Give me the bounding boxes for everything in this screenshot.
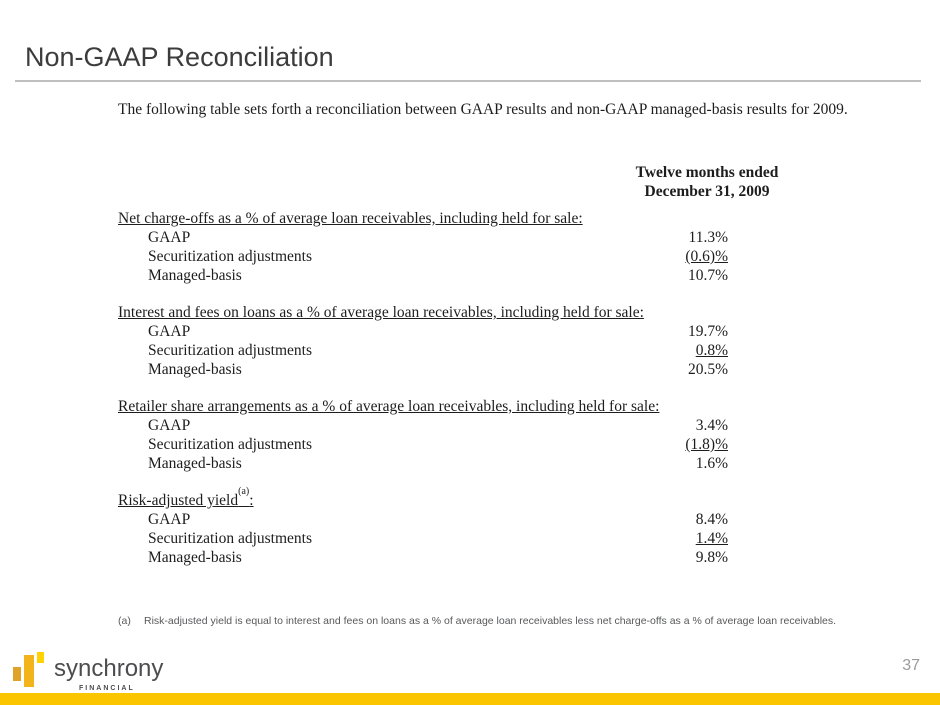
section-heading: Risk-adjusted yield(a): bbox=[118, 486, 728, 510]
section-heading: Net charge-offs as a % of average loan r… bbox=[118, 209, 728, 228]
logo-bars-icon bbox=[24, 655, 34, 687]
row-value: 9.8% bbox=[695, 549, 728, 566]
section-net-charge-offs: Net charge-offs as a % of average loan r… bbox=[118, 209, 728, 285]
row-value: 3.4% bbox=[695, 417, 728, 434]
table-row: GAAP 3.4% bbox=[118, 416, 728, 435]
section-heading-sup: (a) bbox=[238, 485, 250, 497]
row-label: Managed-basis bbox=[148, 361, 242, 378]
row-label: Managed-basis bbox=[148, 455, 242, 472]
table-row: Securitization adjustments 0.8% bbox=[118, 341, 728, 360]
table-row: Securitization adjustments (1.8)% bbox=[118, 435, 728, 454]
synchrony-logo: synchrony FINANCIAL bbox=[13, 650, 173, 698]
row-value: 11.3% bbox=[688, 229, 728, 246]
row-value: (1.8)% bbox=[685, 436, 728, 453]
footnote-text: Risk-adjusted yield is equal to interest… bbox=[144, 615, 837, 627]
table-row: Managed-basis 1.6% bbox=[118, 454, 728, 473]
logo-bars-icon bbox=[13, 667, 21, 681]
table-row: Managed-basis 10.7% bbox=[118, 266, 728, 285]
reconciliation-table: Twelve months ended December 31, 2009 Ne… bbox=[118, 163, 778, 567]
logo-bars-icon bbox=[37, 652, 44, 663]
row-label: GAAP bbox=[148, 323, 191, 340]
row-value: 1.4% bbox=[695, 530, 728, 547]
table-row: GAAP 19.7% bbox=[118, 322, 728, 341]
table-row: Managed-basis 20.5% bbox=[118, 360, 728, 379]
row-label: GAAP bbox=[148, 417, 191, 434]
section-interest-and-fees: Interest and fees on loans as a % of ave… bbox=[118, 303, 728, 379]
section-heading: Interest and fees on loans as a % of ave… bbox=[118, 303, 728, 322]
column-header: Twelve months ended December 31, 2009 bbox=[597, 163, 817, 201]
section-heading: Retailer share arrangements as a % of av… bbox=[118, 397, 728, 416]
row-value: (0.6)% bbox=[685, 248, 728, 265]
table-row: Securitization adjustments (0.6)% bbox=[118, 247, 728, 266]
row-value: 10.7% bbox=[687, 267, 728, 284]
row-value: 1.6% bbox=[695, 455, 728, 472]
table-row: Managed-basis 9.8% bbox=[118, 548, 728, 567]
footnote-marker: (a) bbox=[118, 615, 131, 627]
row-label: Securitization adjustments bbox=[148, 530, 313, 547]
section-heading-text: Interest and fees on loans as a % of ave… bbox=[118, 304, 644, 321]
row-value: 0.8% bbox=[695, 342, 728, 359]
footer-accent-bar bbox=[0, 693, 940, 705]
page-title: Non-GAAP Reconciliation bbox=[25, 42, 334, 72]
row-value: 20.5% bbox=[687, 361, 728, 378]
logo-wordmark: synchrony bbox=[54, 655, 164, 682]
row-value: 19.7% bbox=[687, 323, 728, 340]
page-number: 37 bbox=[902, 657, 920, 674]
section-heading-text: Risk-adjusted yield bbox=[118, 492, 239, 509]
row-label: GAAP bbox=[148, 229, 191, 246]
column-header-line2: December 31, 2009 bbox=[644, 183, 770, 200]
column-header-line1: Twelve months ended bbox=[635, 164, 779, 181]
table-row: GAAP 8.4% bbox=[118, 510, 728, 529]
title-divider bbox=[15, 80, 921, 82]
section-heading-text: Retailer share arrangements as a % of av… bbox=[118, 398, 660, 415]
section-heading-tail: : bbox=[249, 492, 254, 509]
row-label: Securitization adjustments bbox=[148, 342, 313, 359]
intro-text: The following table sets forth a reconci… bbox=[118, 101, 848, 118]
section-retailer-share: Retailer share arrangements as a % of av… bbox=[118, 397, 728, 473]
row-label: GAAP bbox=[148, 511, 191, 528]
row-label: Securitization adjustments bbox=[148, 248, 313, 265]
section-heading-text: Net charge-offs as a % of average loan r… bbox=[118, 210, 583, 227]
section-risk-adjusted-yield: Risk-adjusted yield(a): GAAP 8.4% Securi… bbox=[118, 486, 728, 567]
footnote: (a) Risk-adjusted yield is equal to inte… bbox=[118, 614, 836, 628]
table-row: Securitization adjustments 1.4% bbox=[118, 529, 728, 548]
row-value: 8.4% bbox=[695, 511, 728, 528]
row-label: Securitization adjustments bbox=[148, 436, 313, 453]
row-label: Managed-basis bbox=[148, 549, 242, 566]
row-label: Managed-basis bbox=[148, 267, 242, 284]
logo-subtext: FINANCIAL bbox=[79, 685, 135, 692]
table-row: GAAP 11.3% bbox=[118, 228, 728, 247]
